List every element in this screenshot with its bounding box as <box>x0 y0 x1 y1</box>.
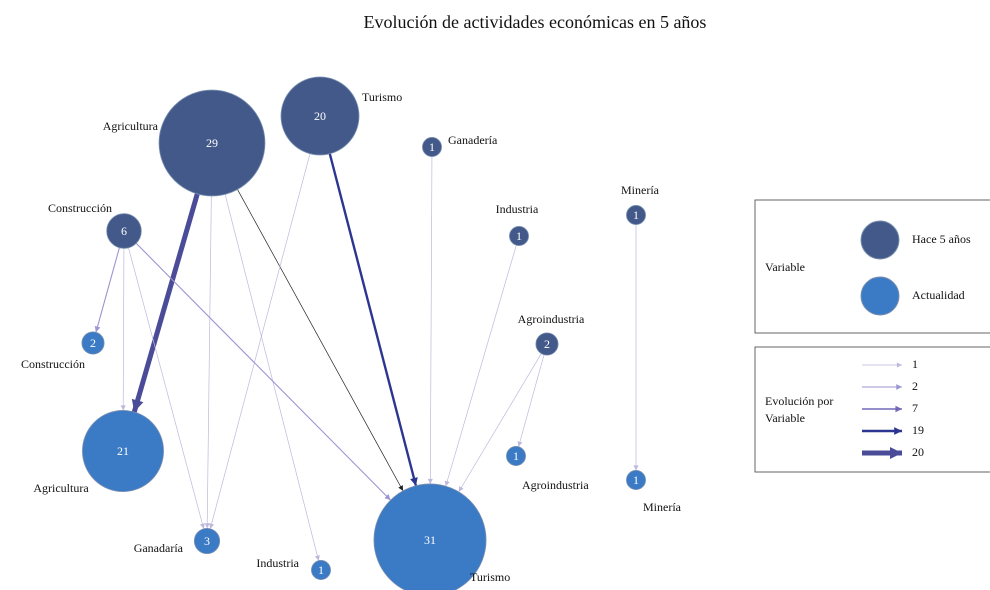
node-value: 6 <box>121 224 127 238</box>
node <box>626 205 646 225</box>
arrow-head <box>633 465 639 471</box>
arrow-head <box>896 362 902 368</box>
node-value: 31 <box>424 533 436 547</box>
node <box>106 213 142 249</box>
node-value: 20 <box>314 109 326 123</box>
legend-label: Actualidad <box>912 288 965 302</box>
legend-swatch <box>860 220 900 260</box>
legend-label: 20 <box>912 445 924 459</box>
edge <box>131 193 200 413</box>
node-label: Ganadería <box>448 133 498 147</box>
node <box>158 89 266 197</box>
node <box>626 470 646 490</box>
node <box>81 331 105 355</box>
edge <box>135 242 391 501</box>
node <box>193 527 221 555</box>
node-value: 29 <box>206 136 218 150</box>
node-label: Agroindustria <box>522 478 589 492</box>
title: Evolución de actividades económicas en 5… <box>364 12 707 32</box>
node <box>422 137 442 157</box>
arrow-head <box>896 384 902 390</box>
edge <box>206 195 212 529</box>
node-label: Turismo <box>362 90 402 104</box>
node-value: 3 <box>204 534 210 548</box>
arrow-head <box>209 523 215 529</box>
edge <box>128 247 205 529</box>
node-label: Agricultura <box>33 481 89 495</box>
edge <box>518 354 545 447</box>
arrow-head <box>204 523 210 529</box>
legend-title: Variable <box>765 260 805 274</box>
edge <box>237 189 404 492</box>
arrow-head <box>384 494 391 501</box>
node <box>280 76 360 156</box>
arrow-head <box>517 441 523 447</box>
arrow-head <box>427 478 433 484</box>
node-label: Construcción <box>48 201 112 215</box>
node <box>373 483 487 590</box>
node-value: 1 <box>513 449 519 463</box>
node-label: Turismo <box>470 570 510 584</box>
node-label: Industria <box>256 556 299 570</box>
legend-label: 7 <box>912 401 918 415</box>
edge <box>429 156 433 484</box>
edge <box>328 153 418 487</box>
node-label: Minería <box>643 500 682 514</box>
node-label: Agroindustria <box>518 312 585 326</box>
arrow-head <box>314 555 320 561</box>
edge <box>445 245 517 487</box>
node-value: 2 <box>544 337 550 351</box>
edge <box>224 194 319 561</box>
arrow-head <box>895 405 902 413</box>
node <box>506 446 526 466</box>
legend-title: Evolución por Variable <box>765 394 833 425</box>
node-value: 2 <box>90 336 96 350</box>
arrow-head <box>398 485 404 491</box>
edge <box>122 248 125 411</box>
node-label: Industria <box>496 202 539 216</box>
legend-swatch <box>860 276 900 316</box>
node <box>509 226 529 246</box>
arrow-head <box>890 447 902 459</box>
node-value: 1 <box>429 140 435 154</box>
arrow-head <box>131 398 144 413</box>
arrow-head <box>199 523 205 529</box>
legend-label: 2 <box>912 379 918 393</box>
node <box>82 410 164 492</box>
node-label: Agricultura <box>103 119 159 133</box>
node <box>535 332 559 356</box>
arrow-head <box>894 427 902 435</box>
node-value: 21 <box>117 444 129 458</box>
arrow-head <box>444 480 450 487</box>
node-value: 1 <box>633 473 639 487</box>
node-label: Minería <box>621 183 660 197</box>
legend-label: Hace 5 años <box>912 232 971 246</box>
node-value: 1 <box>516 229 522 243</box>
node <box>311 560 331 580</box>
arrow-head <box>120 405 126 411</box>
arrow-head <box>410 477 418 486</box>
legend-label: 1 <box>912 357 918 371</box>
edge <box>458 353 542 493</box>
node-value: 1 <box>633 208 639 222</box>
arrow-head <box>94 325 101 333</box>
arrow-head <box>458 486 464 492</box>
node-label: Ganadaría <box>134 541 184 555</box>
legend-label: 19 <box>912 423 924 437</box>
edge <box>209 153 311 529</box>
node-value: 1 <box>318 563 324 577</box>
node-label: Construcción <box>21 357 85 371</box>
edge <box>95 247 120 333</box>
